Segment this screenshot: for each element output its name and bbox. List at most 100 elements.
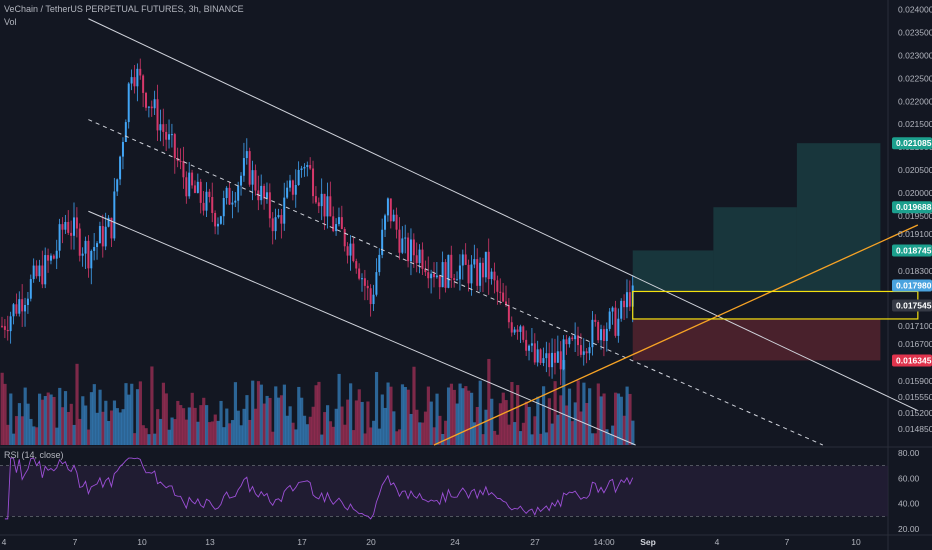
candle-body[interactable] — [142, 75, 145, 93]
candle-body[interactable] — [562, 339, 565, 370]
candle-body[interactable] — [456, 279, 459, 281]
candle-body[interactable] — [407, 237, 410, 262]
candle-body[interactable] — [502, 292, 505, 302]
candle-body[interactable] — [283, 197, 286, 224]
candle-body[interactable] — [119, 156, 122, 180]
candle-body[interactable] — [113, 191, 116, 239]
candle-body[interactable] — [121, 141, 124, 157]
channel-mid-line[interactable] — [88, 119, 824, 446]
candle-body[interactable] — [528, 345, 531, 351]
candle-body[interactable] — [242, 158, 245, 176]
candle-body[interactable] — [96, 243, 99, 248]
candle-body[interactable] — [392, 214, 395, 222]
candle-body[interactable] — [568, 337, 571, 345]
candle-body[interactable] — [217, 223, 219, 227]
candle-body[interactable] — [335, 224, 338, 232]
candle-body[interactable] — [110, 217, 113, 239]
candle-body[interactable] — [326, 196, 329, 217]
candle-body[interactable] — [378, 254, 381, 273]
candle-body[interactable] — [214, 212, 217, 227]
candle-body[interactable] — [487, 251, 490, 280]
candle-body[interactable] — [58, 224, 61, 251]
candle-body[interactable] — [605, 328, 608, 342]
trend-line[interactable] — [433, 224, 919, 446]
candle-body[interactable] — [577, 335, 579, 346]
candle-body[interactable] — [297, 170, 300, 185]
candle-body[interactable] — [237, 185, 240, 201]
candle-body[interactable] — [274, 217, 277, 232]
candle-body[interactable] — [303, 166, 306, 169]
candle-body[interactable] — [458, 265, 461, 280]
candle-body[interactable] — [182, 161, 185, 178]
candle-body[interactable] — [191, 172, 194, 186]
candle-body[interactable] — [343, 228, 346, 247]
candle-body[interactable] — [145, 92, 147, 108]
candle-body[interactable] — [421, 249, 424, 269]
candle-body[interactable] — [522, 326, 525, 340]
candle-body[interactable] — [294, 184, 297, 195]
candle-body[interactable] — [73, 217, 75, 236]
candle-body[interactable] — [300, 168, 303, 171]
candle-body[interactable] — [358, 268, 361, 279]
candle-body[interactable] — [352, 243, 355, 262]
candle-body[interactable] — [64, 221, 67, 230]
candle-body[interactable] — [170, 134, 173, 136]
candle-body[interactable] — [608, 311, 611, 329]
candle-body[interactable] — [116, 179, 119, 192]
candle-body[interactable] — [600, 329, 603, 341]
candle-body[interactable] — [539, 349, 542, 364]
candle-body[interactable] — [104, 226, 107, 247]
candle-body[interactable] — [505, 301, 507, 306]
candle-body[interactable] — [556, 351, 559, 363]
price-badge[interactable] — [892, 244, 932, 257]
candle-body[interactable] — [309, 165, 312, 169]
price-badge[interactable] — [892, 137, 932, 150]
candle-body[interactable] — [127, 83, 130, 123]
candle-body[interactable] — [363, 278, 366, 286]
candle-body[interactable] — [231, 202, 234, 205]
candle-body[interactable] — [493, 271, 496, 281]
candle-body[interactable] — [196, 181, 199, 193]
candle-body[interactable] — [211, 196, 214, 213]
candle-body[interactable] — [398, 229, 401, 253]
candle-body[interactable] — [130, 77, 133, 84]
candle-body[interactable] — [159, 124, 162, 131]
candle-body[interactable] — [168, 134, 171, 140]
candle-body[interactable] — [340, 217, 343, 229]
candle-body[interactable] — [476, 259, 479, 286]
candle-body[interactable] — [248, 151, 251, 185]
candle-body[interactable] — [433, 273, 435, 278]
candle-body[interactable] — [548, 353, 551, 368]
candle-body[interactable] — [490, 271, 493, 280]
channel-upper-line[interactable] — [88, 18, 919, 412]
candle-body[interactable] — [173, 134, 176, 159]
price-badge[interactable] — [892, 279, 932, 292]
candle-body[interactable] — [582, 351, 585, 355]
candle-body[interactable] — [1, 325, 3, 327]
price-badge[interactable] — [892, 354, 932, 367]
candle-body[interactable] — [15, 304, 18, 314]
candle-body[interactable] — [404, 237, 407, 239]
candle-body[interactable] — [254, 170, 257, 191]
candle-body[interactable] — [337, 217, 340, 225]
candle-body[interactable] — [199, 181, 202, 203]
candle-body[interactable] — [617, 318, 620, 336]
candle-body[interactable] — [579, 345, 582, 355]
candle-body[interactable] — [47, 255, 50, 261]
target-zone-1[interactable] — [632, 250, 714, 292]
candle-body[interactable] — [384, 215, 387, 230]
candle-body[interactable] — [438, 275, 441, 288]
candle-body[interactable] — [165, 131, 168, 140]
candle-body[interactable] — [553, 352, 556, 363]
candle-body[interactable] — [98, 226, 101, 244]
candle-body[interactable] — [542, 358, 545, 364]
candle-body[interactable] — [306, 165, 309, 167]
candle-body[interactable] — [418, 249, 421, 264]
candle-body[interactable] — [93, 247, 96, 251]
candle-body[interactable] — [499, 291, 502, 293]
candle-body[interactable] — [3, 326, 6, 330]
candle-body[interactable] — [280, 215, 283, 224]
candle-body[interactable] — [101, 226, 104, 247]
candle-body[interactable] — [585, 351, 588, 354]
